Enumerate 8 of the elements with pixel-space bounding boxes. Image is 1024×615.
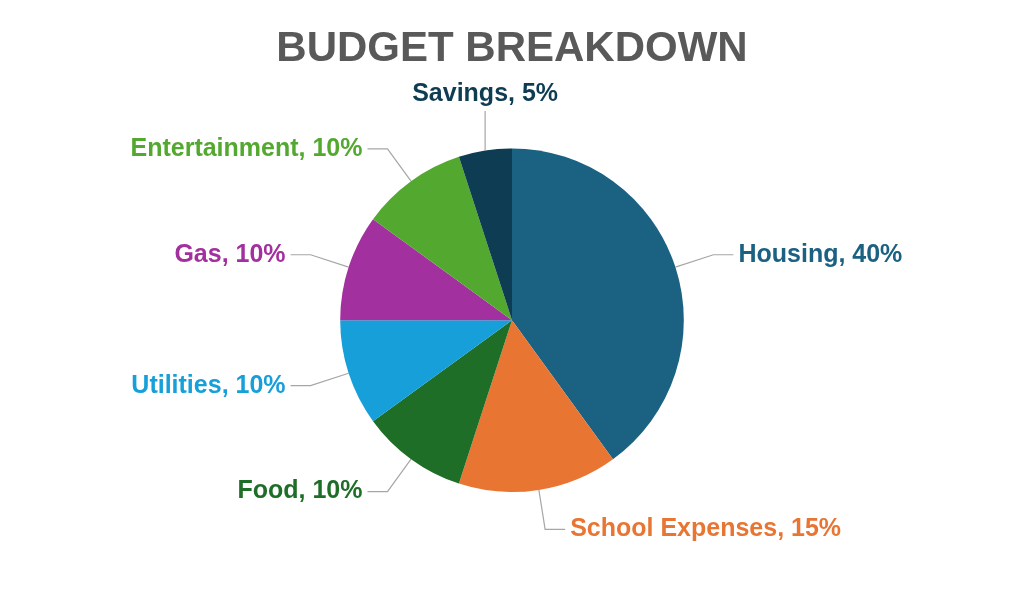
slice-label: Gas, 10% bbox=[174, 238, 286, 267]
slice-label: Utilities, 10% bbox=[131, 369, 286, 398]
slice-label: Food, 10% bbox=[237, 475, 363, 504]
slice-label: School Expenses, 15% bbox=[570, 513, 842, 542]
chart-title: BUDGET BREAKDOWN bbox=[276, 22, 748, 70]
slice-label: Housing, 40% bbox=[738, 238, 903, 267]
slice-label: Savings, 5% bbox=[412, 78, 559, 107]
slice-label: Entertainment, 10% bbox=[130, 132, 363, 161]
